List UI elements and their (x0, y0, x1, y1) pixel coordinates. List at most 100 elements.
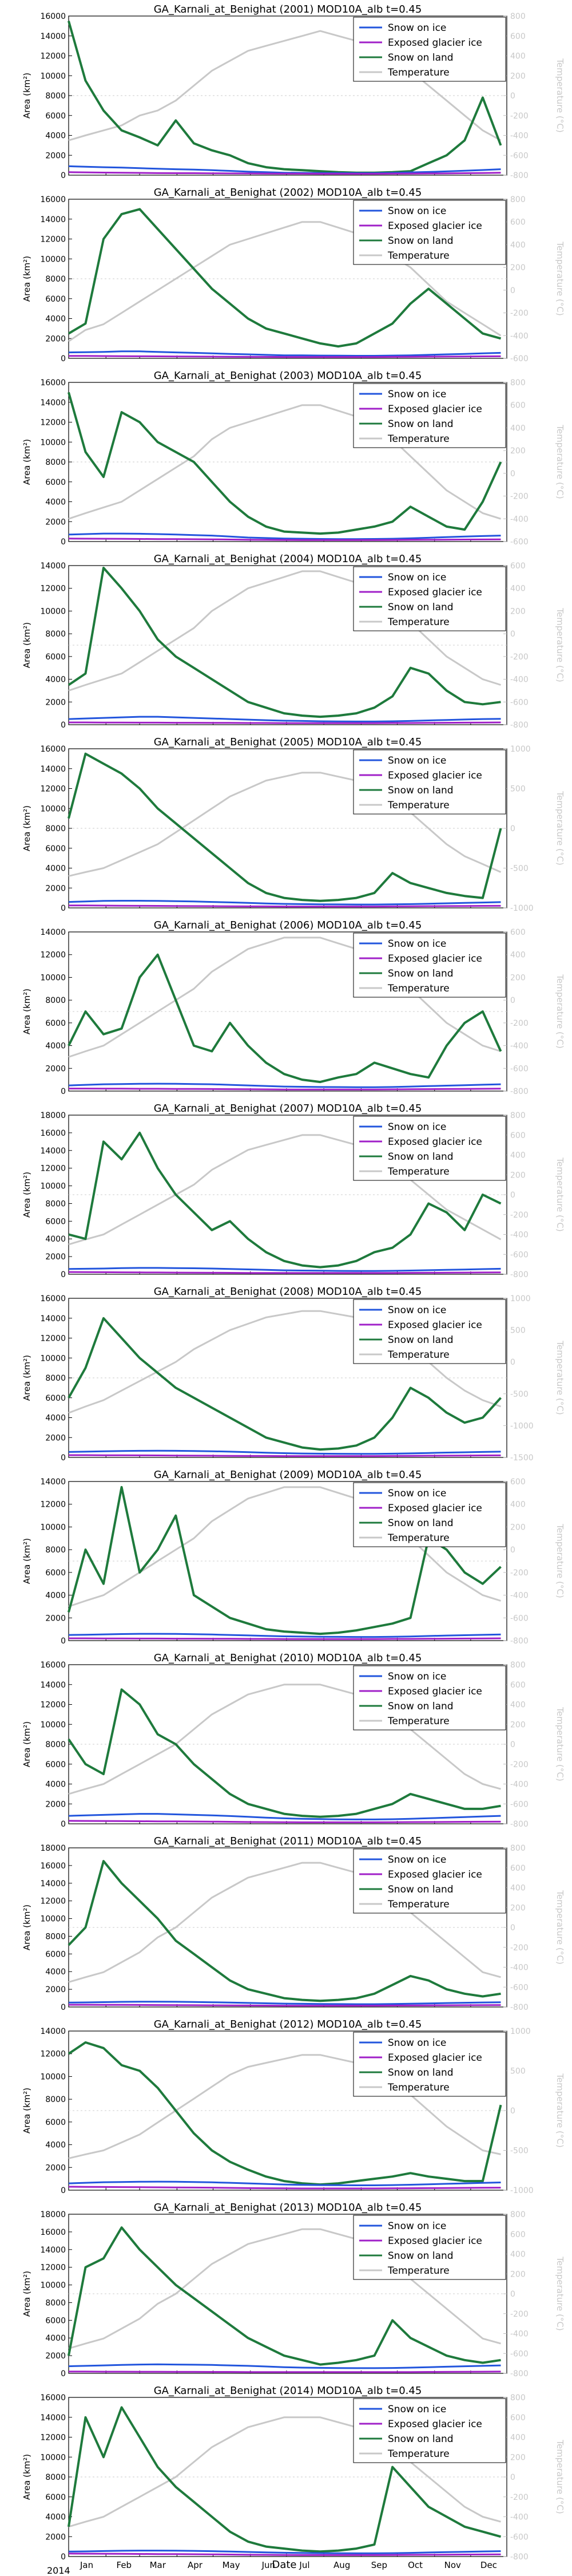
y-tick-label: 14000 (40, 1879, 66, 1888)
y2-tick-label: 400 (510, 1701, 526, 1710)
series-line-temperature (68, 2054, 501, 2159)
y-tick-label: 10000 (40, 1354, 66, 1363)
legend-label: Snow on land (388, 235, 454, 247)
y-tick-label: 8000 (45, 1199, 66, 1208)
legend-label: Temperature (387, 1899, 450, 1910)
y2-tick-label: -800 (510, 1087, 529, 1096)
month-label: Aug (333, 2560, 350, 2570)
chart-panel: GA_Karnali_at_Benighat (2005) MOD10A_alb… (22, 736, 565, 913)
y-tick-label: 14000 (40, 2246, 66, 2255)
y-tick-label: 8000 (45, 2095, 66, 2104)
series-line-exposed-glacier-ice (68, 1820, 501, 1823)
y2-tick-label: -200 (510, 1760, 529, 1769)
y-tick-label: 6000 (45, 2316, 66, 2325)
chart-title: GA_Karnali_at_Benighat (2001) MOD10A_alb… (154, 3, 422, 15)
chart-title: GA_Karnali_at_Benighat (2003) MOD10A_alb… (154, 370, 422, 382)
y-tick-label: 8000 (45, 458, 66, 467)
series-line-snow-on-ice (68, 2363, 501, 2369)
legend-label: Snow on ice (388, 938, 446, 950)
y-axis-label: Area (km²) (22, 1905, 32, 1950)
y-tick-label: 14000 (40, 398, 66, 408)
y-tick-label: 0 (61, 2003, 66, 2012)
y2-axis-label: Temperature (°C) (555, 1157, 565, 1231)
y2-tick-label: 600 (510, 1131, 526, 1140)
y-tick-label: 16000 (40, 378, 66, 388)
y2-tick-label: -600 (510, 538, 529, 547)
y2-tick-label: 600 (510, 562, 526, 571)
y2-tick-label: -1000 (510, 904, 534, 913)
y2-tick-label: -400 (510, 1780, 529, 1789)
legend-label: Exposed glacier ice (388, 1869, 482, 1880)
y2-tick-label: -800 (510, 1270, 529, 1279)
legend-label: Temperature (387, 1716, 450, 1727)
y2-tick-label: 0 (510, 1740, 515, 1749)
y-axis-label: Area (km²) (22, 439, 32, 485)
legend-label: Snow on ice (388, 1488, 446, 1499)
y2-tick-label: 200 (510, 263, 526, 272)
y-tick-label: 10000 (40, 2281, 66, 2290)
y-tick-label: 2000 (45, 1433, 66, 1443)
series-line-temperature (68, 937, 501, 1058)
legend: Snow on ice Exposed glacier ice Snow on la… (353, 1116, 506, 1181)
y2-tick-label: -600 (510, 1614, 529, 1623)
y-tick-label: 4000 (45, 2334, 66, 2343)
series-line-snow-on-ice (68, 165, 501, 174)
y-tick-label: 4000 (45, 864, 66, 874)
y-axis-label: Area (km²) (22, 622, 32, 668)
legend-label: Exposed glacier ice (388, 1136, 482, 1148)
y2-tick-label: 0 (510, 469, 515, 479)
y-tick-label: 16000 (40, 1129, 66, 1138)
y-tick-label: 14000 (40, 32, 66, 41)
chart-title: GA_Karnali_at_Benighat (2006) MOD10A_alb… (154, 919, 422, 931)
y2-tick-label: 800 (510, 12, 526, 21)
chart-panel: GA_Karnali_at_Benighat (2009) MOD10A_alb… (22, 1469, 565, 1646)
y-tick-label: 6000 (45, 1394, 66, 1403)
series-line-snow-on-ice (68, 1633, 501, 1638)
y2-tick-label: 200 (510, 1171, 526, 1180)
y2-tick-label: 0 (510, 1923, 515, 1933)
legend-label: Snow on land (388, 1334, 454, 1346)
y-tick-label: 8000 (45, 92, 66, 101)
y2-axis-label: Temperature (°C) (555, 607, 565, 682)
y-tick-label: 2000 (45, 334, 66, 343)
legend-label: Snow on ice (388, 2037, 446, 2049)
legend: Snow on ice Exposed glacier ice Snow on la… (353, 2398, 506, 2463)
series-line-snow-on-land (67, 567, 501, 718)
legend-label: Temperature (387, 250, 450, 262)
y-tick-label: 16000 (40, 1862, 66, 1871)
y-tick-label: 6000 (45, 2118, 66, 2127)
series-line-snow-on-land (67, 208, 502, 348)
y2-tick-label: -200 (510, 1568, 529, 1578)
y-tick-label: 10000 (40, 973, 66, 982)
y-tick-label: 2000 (45, 2352, 66, 2361)
y2-tick-label: 200 (510, 973, 526, 982)
y-tick-label: 10000 (40, 2072, 66, 2081)
y-tick-label: 14000 (40, 1314, 66, 1323)
month-label: Jul (299, 2560, 309, 2570)
chart-panel: GA_Karnali_at_Benighat (2011) MOD10A_alb… (22, 1835, 565, 2012)
legend-label: Temperature (387, 67, 450, 78)
y-tick-label: 14000 (40, 1477, 66, 1487)
y-tick-label: 0 (61, 538, 66, 547)
y-tick-label: 16000 (40, 1294, 66, 1303)
series-line-temperature (68, 2228, 501, 2350)
y-tick-label: 0 (61, 1637, 66, 1646)
y-tick-label: 10000 (40, 1182, 66, 1191)
series-line-snow-on-land (68, 1131, 502, 1269)
y-tick-label: 6000 (45, 1950, 66, 1959)
legend: Snow on ice Exposed glacier ice Snow on la… (353, 2032, 506, 2097)
y2-tick-label: -400 (510, 331, 529, 341)
y2-tick-label: 200 (510, 1903, 526, 1913)
month-label: Nov (444, 2560, 461, 2570)
series-line-snow-on-ice (68, 1449, 501, 1455)
month-label: Jan (80, 2560, 93, 2570)
y-tick-label: 10000 (40, 804, 66, 813)
y2-tick-label: 600 (510, 218, 526, 227)
y2-tick-label: 500 (510, 2067, 526, 2076)
y-tick-label: 4000 (45, 1042, 66, 1051)
series-line-exposed-glacier-ice (69, 721, 501, 724)
y-tick-label: 12000 (40, 785, 66, 794)
y-tick-label: 6000 (45, 112, 66, 121)
y-tick-label: 2000 (45, 2532, 66, 2542)
y-axis-label: Area (km²) (22, 2271, 32, 2317)
